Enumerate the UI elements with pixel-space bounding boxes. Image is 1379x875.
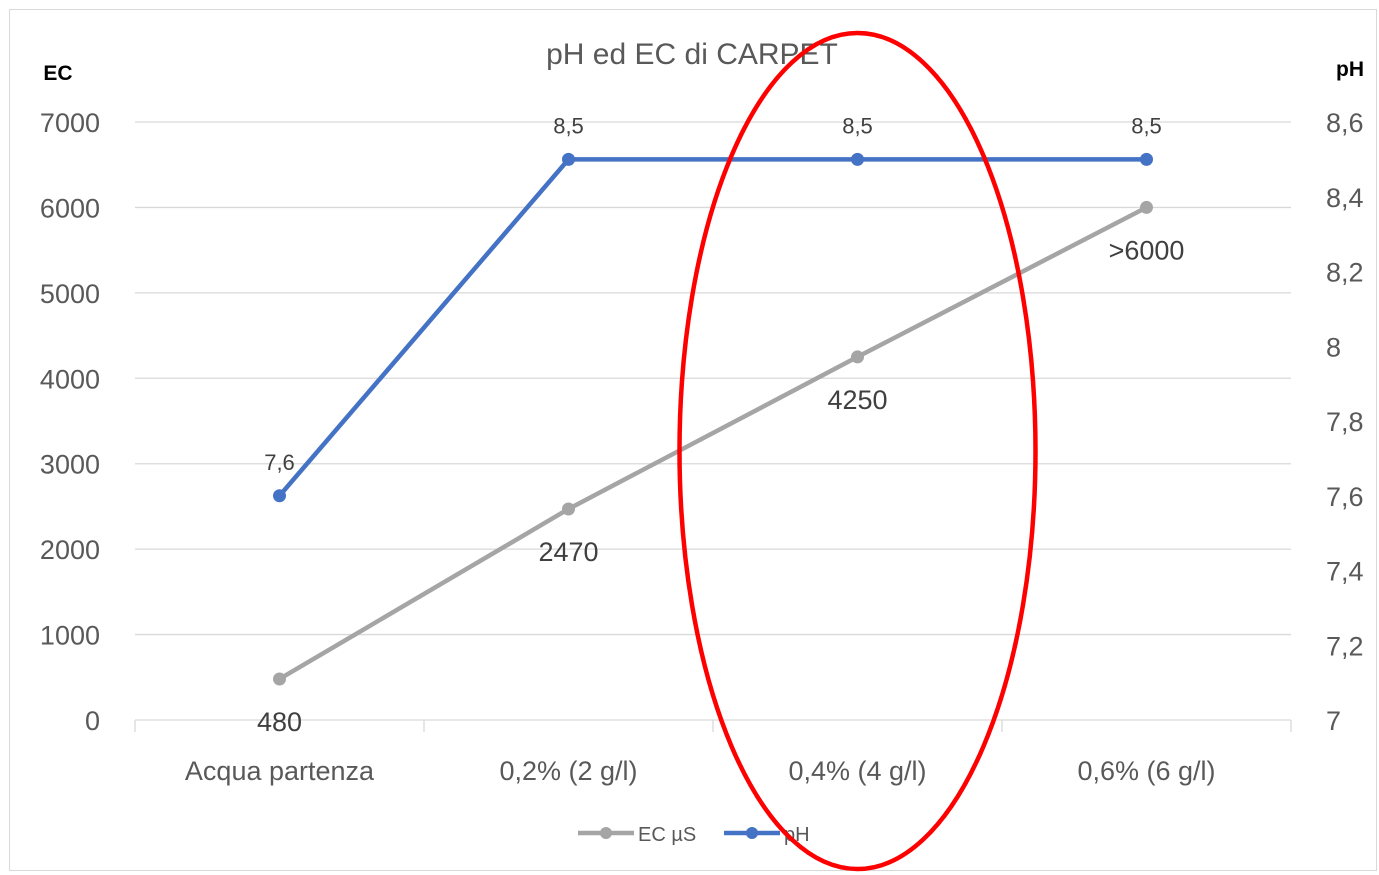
legend: EC µS pH (578, 824, 810, 846)
y-right-tick-label: 7,2 (1326, 631, 1364, 661)
y-right-tick-label: 7,6 (1326, 482, 1364, 512)
legend-swatch-marker (746, 827, 758, 839)
series-line-ph (277, 157, 1147, 498)
y-right-tick-label: 7 (1326, 706, 1341, 736)
y-right-tick-label: 8,4 (1326, 183, 1364, 213)
gridlines (135, 121, 1291, 636)
data-labels: 480 2470 4250 >6000 7,6 8,5 8,5 8,5 (257, 113, 1184, 737)
x-axis: Acqua partenza 0,2% (2 g/l) 0,4% (4 g/l) 0,… (134, 719, 1292, 786)
chart-title: pH ed EC di CARPET (546, 38, 838, 71)
data-point (273, 672, 286, 686)
y-left-tick-label: 6000 (40, 193, 100, 223)
y-axis-right-title: pH (1336, 58, 1364, 81)
y-left-tick-label: 2000 (40, 535, 100, 565)
series (273, 152, 1153, 686)
data-label: 2470 (538, 537, 598, 567)
data-label: 480 (257, 707, 302, 737)
data-label: 8,5 (1131, 113, 1162, 138)
data-point (273, 489, 286, 503)
y-right-tick-label: 8,6 (1326, 108, 1364, 138)
data-point (851, 152, 864, 166)
x-category-label: 0,6% (6 g/l) (1077, 756, 1215, 786)
y-axis-right-ticks: 7 7,2 7,4 7,6 7,8 8 8,2 8,4 8,6 (1326, 108, 1364, 736)
data-point (1140, 152, 1153, 166)
data-point (562, 152, 575, 166)
y-left-tick-label: 5000 (40, 279, 100, 309)
y-right-tick-label: 7,8 (1326, 407, 1364, 437)
series-line-ec (278, 205, 1148, 681)
y-left-tick-label: 1000 (40, 621, 100, 651)
highlight-ellipse (677, 30, 1038, 872)
x-category-label: Acqua partenza (185, 756, 375, 786)
data-label: 4250 (827, 385, 887, 415)
legend-swatch-marker (600, 827, 612, 839)
y-right-tick-label: 8,2 (1326, 258, 1364, 288)
data-label: 8,5 (553, 113, 584, 138)
y-left-tick-label: 3000 (40, 450, 100, 480)
data-point (562, 502, 575, 516)
y-left-tick-label: 4000 (40, 364, 100, 394)
data-label: 8,5 (842, 113, 873, 138)
y-right-tick-label: 8 (1326, 332, 1341, 362)
data-point (1140, 200, 1153, 214)
annotation (677, 30, 1038, 872)
chart-frame (9, 9, 1377, 871)
legend-label: EC µS (638, 824, 696, 846)
y-axis-left-title: EC (43, 62, 72, 85)
y-right-tick-label: 7,4 (1326, 557, 1364, 587)
x-category-label: 0,2% (2 g/l) (499, 756, 637, 786)
y-left-tick-label: 7000 (40, 108, 100, 138)
data-label: >6000 (1109, 235, 1185, 265)
x-category-label: 0,4% (4 g/l) (788, 756, 926, 786)
y-left-tick-label: 0 (85, 706, 100, 736)
y-axis-left-ticks: 0 1000 2000 3000 4000 5000 6000 7000 (40, 108, 100, 736)
data-point (851, 350, 864, 364)
data-label: 7,6 (264, 450, 295, 475)
